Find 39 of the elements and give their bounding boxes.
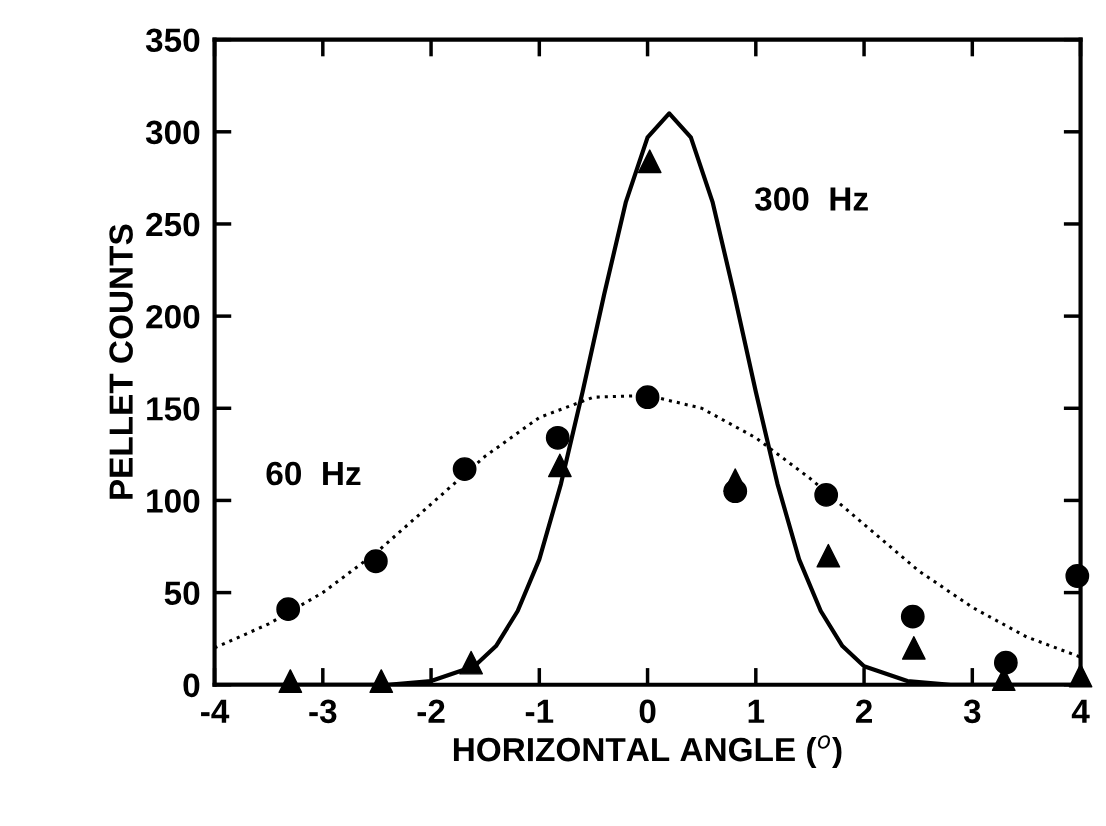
y-axis-title: PELLET COUNTS: [109, 224, 133, 499]
series-label: 60 Hz: [266, 461, 361, 486]
point: [1068, 663, 1093, 688]
x-tick-label: 4: [1071, 699, 1090, 723]
point: [545, 425, 570, 450]
y-tick-label: 350: [145, 28, 200, 53]
point: [816, 543, 841, 568]
point: [635, 385, 660, 410]
point: [452, 457, 477, 481]
y-tick-label: 300: [145, 120, 200, 145]
point: [547, 453, 572, 478]
point: [278, 669, 303, 693]
y-tick-label: 100: [147, 489, 200, 513]
x-tick-label: 0: [639, 699, 656, 724]
y-tick-label: 200: [146, 304, 200, 329]
point: [363, 549, 388, 574]
point: [900, 604, 925, 629]
point: [814, 483, 839, 507]
y-tick-label: 250: [146, 212, 200, 237]
x-tick-label: -3: [309, 699, 337, 724]
y-tick-label: 50: [164, 581, 200, 605]
point: [276, 597, 301, 622]
x-tick-label: 1: [748, 699, 765, 723]
x-axis-title: HORIZONTAL ANGLE ($^{o}$): [453, 735, 842, 769]
y-tick-label: 0: [183, 673, 200, 698]
x-tick-label: 3: [963, 699, 981, 724]
point: [459, 650, 484, 675]
x-tick-label: 2: [855, 699, 872, 723]
point: [369, 669, 394, 693]
point: [901, 635, 926, 660]
x-tick-label: -4: [201, 699, 230, 723]
x-tick-label: -2: [417, 699, 445, 723]
point: [993, 650, 1018, 675]
y-tick-label: 150: [147, 397, 200, 421]
x-tick-label: -1: [525, 699, 554, 723]
point: [637, 149, 662, 174]
point: [1065, 564, 1090, 588]
point: [723, 468, 748, 493]
series-label: 300 Hz: [754, 187, 868, 211]
